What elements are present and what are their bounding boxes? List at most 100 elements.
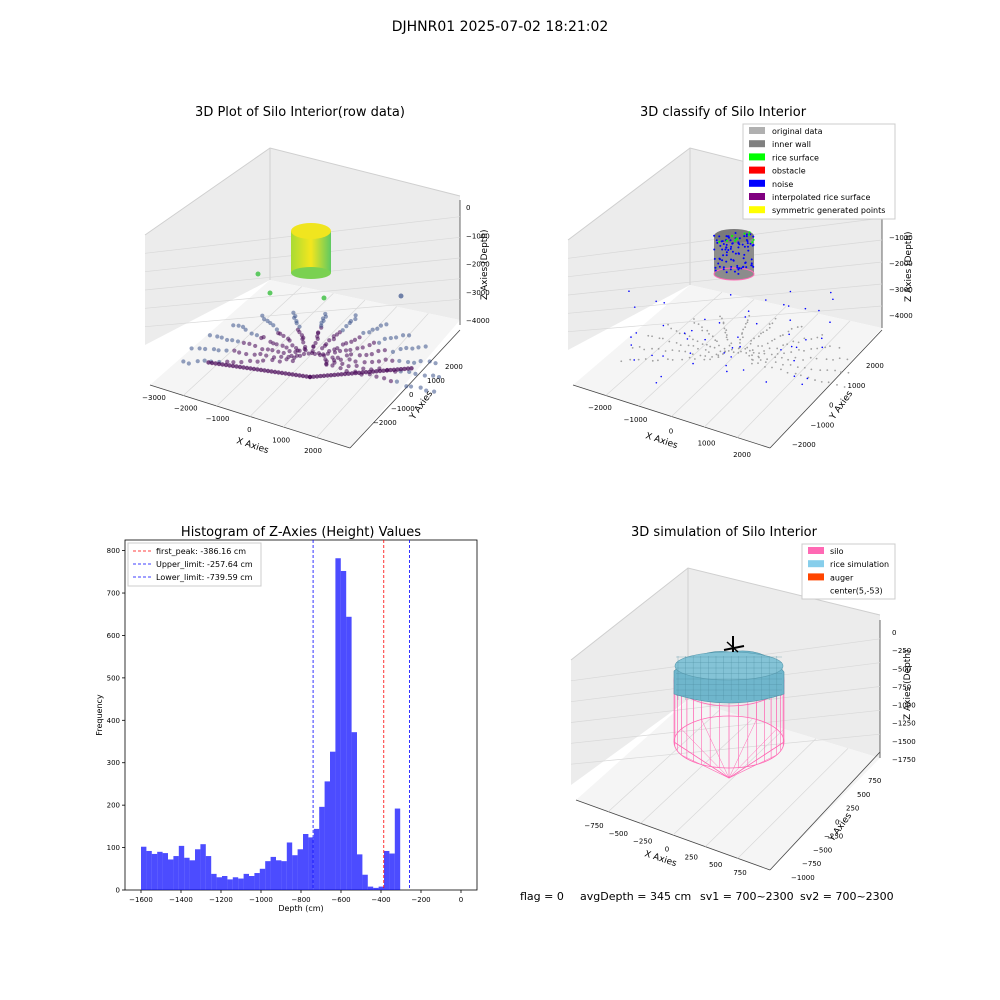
noise-point [738, 267, 741, 270]
noise-point [734, 252, 737, 255]
legend-label: interpolated rice surface [772, 193, 870, 202]
noise-point [744, 261, 747, 264]
noise-point [730, 245, 733, 248]
silo-cone-wire [681, 728, 730, 779]
scatter-point [715, 353, 718, 356]
histogram-legend: first_peak: -386.16 cm Upper_limit: -257.… [127, 542, 262, 587]
scatter-point [293, 314, 298, 319]
noise-point [628, 290, 630, 293]
scatter-point [719, 350, 722, 353]
histogram-bar [243, 873, 249, 890]
legend-swatch [808, 573, 824, 581]
scatter-point [728, 344, 731, 347]
scatter-point [631, 347, 634, 349]
scatter-point [384, 368, 390, 373]
scatter-point [679, 344, 682, 347]
scatter-point [771, 339, 773, 342]
noise-point [718, 265, 721, 268]
scatter-point [281, 333, 286, 339]
z-tick-label: −4000 [889, 312, 913, 320]
z-tick-label: −1000 [889, 234, 913, 242]
z-tick-label: 0 [892, 629, 896, 637]
scatter-point [820, 380, 823, 383]
panel4-title: 3D simulation of Silo Interior [631, 525, 818, 540]
y-tick-label: 2000 [445, 363, 463, 371]
scatter-point [780, 368, 782, 371]
scatter-point [337, 330, 342, 335]
noise-point [752, 244, 755, 247]
rice-surface-point [735, 237, 738, 240]
gridline [144, 298, 461, 328]
scatter-point [364, 352, 369, 358]
scatter-point [390, 349, 396, 354]
scatter-point [810, 368, 813, 371]
scatter-point [331, 334, 336, 339]
histogram-bar [297, 849, 303, 890]
noise-point [704, 338, 706, 341]
x-tick-label: −200 [411, 896, 430, 904]
scatter-point [732, 351, 735, 354]
scatter-point [413, 371, 418, 376]
z-tick-label: 0 [466, 204, 470, 212]
scatter-point [324, 342, 329, 347]
noise-point [662, 355, 664, 357]
scatter-point [293, 345, 299, 351]
legend-label: Lower_limit: -739.59 cm [156, 573, 253, 582]
noise-point [717, 262, 720, 265]
scatter-point [398, 293, 404, 299]
scatter-point [370, 359, 375, 365]
histogram-bar [146, 850, 152, 890]
noise-point [718, 322, 721, 324]
histogram-bar [195, 849, 201, 890]
y-tick-label: 500 [857, 791, 870, 799]
histogram-bar [178, 845, 185, 890]
scatter-point [739, 342, 741, 344]
rice-surface-point [748, 231, 751, 234]
scatter-point [236, 323, 241, 328]
histogram-bar [276, 860, 282, 890]
scatter-point [727, 350, 730, 352]
scatter-point [771, 322, 774, 325]
panel1-scatter-points [181, 271, 442, 394]
histogram-bar [324, 781, 330, 890]
noise-point [789, 319, 792, 321]
scatter-point [244, 351, 249, 357]
scatter-point [789, 364, 792, 366]
noise-point [738, 237, 741, 240]
scatter-point [335, 346, 340, 351]
scatter-point [181, 359, 186, 364]
scatter-point [664, 350, 667, 352]
noise-point [721, 248, 724, 251]
status-sv2: sv2 = 700~2300 [800, 890, 894, 903]
scatter-point [343, 348, 349, 353]
silo-cone-wire [728, 719, 757, 779]
scatter-point [274, 342, 279, 347]
scatter-point [367, 342, 372, 348]
scatter-point [211, 347, 217, 352]
scatter-point [327, 348, 332, 354]
legend-swatch [749, 206, 765, 214]
z-tick-label: −4000 [466, 317, 490, 325]
noise-point [663, 301, 666, 304]
noise-point [729, 247, 732, 250]
scatter-point [395, 367, 400, 372]
scatter-point [314, 374, 320, 379]
scatter-point [678, 332, 681, 335]
scatter-point [232, 348, 237, 353]
scatter-point [774, 361, 777, 364]
scatter-point [405, 366, 411, 371]
scatter-point [705, 343, 708, 346]
scatter-point [237, 364, 243, 370]
scatter-point [681, 358, 684, 361]
legend-label: inner wall [772, 140, 811, 149]
scatter-point [203, 346, 208, 352]
scatter-point [259, 335, 264, 341]
scatter-point [347, 357, 352, 362]
scatter-point [810, 338, 813, 340]
scatter-point [751, 354, 753, 357]
histogram-bar [232, 877, 239, 890]
noise-point [780, 348, 782, 351]
scatter-point [840, 371, 842, 374]
panel2-zlabel: Z Axies (Depth) [904, 231, 914, 302]
status-sv1: sv1 = 700~2300 [700, 890, 794, 903]
